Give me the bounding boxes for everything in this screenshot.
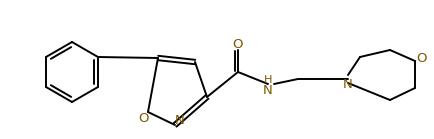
Text: N: N (175, 115, 184, 127)
Text: O: O (232, 39, 243, 52)
Text: N: N (342, 79, 352, 91)
Text: O: O (138, 111, 149, 125)
Text: N: N (263, 84, 272, 96)
Text: O: O (416, 53, 426, 65)
Text: H: H (263, 75, 272, 85)
